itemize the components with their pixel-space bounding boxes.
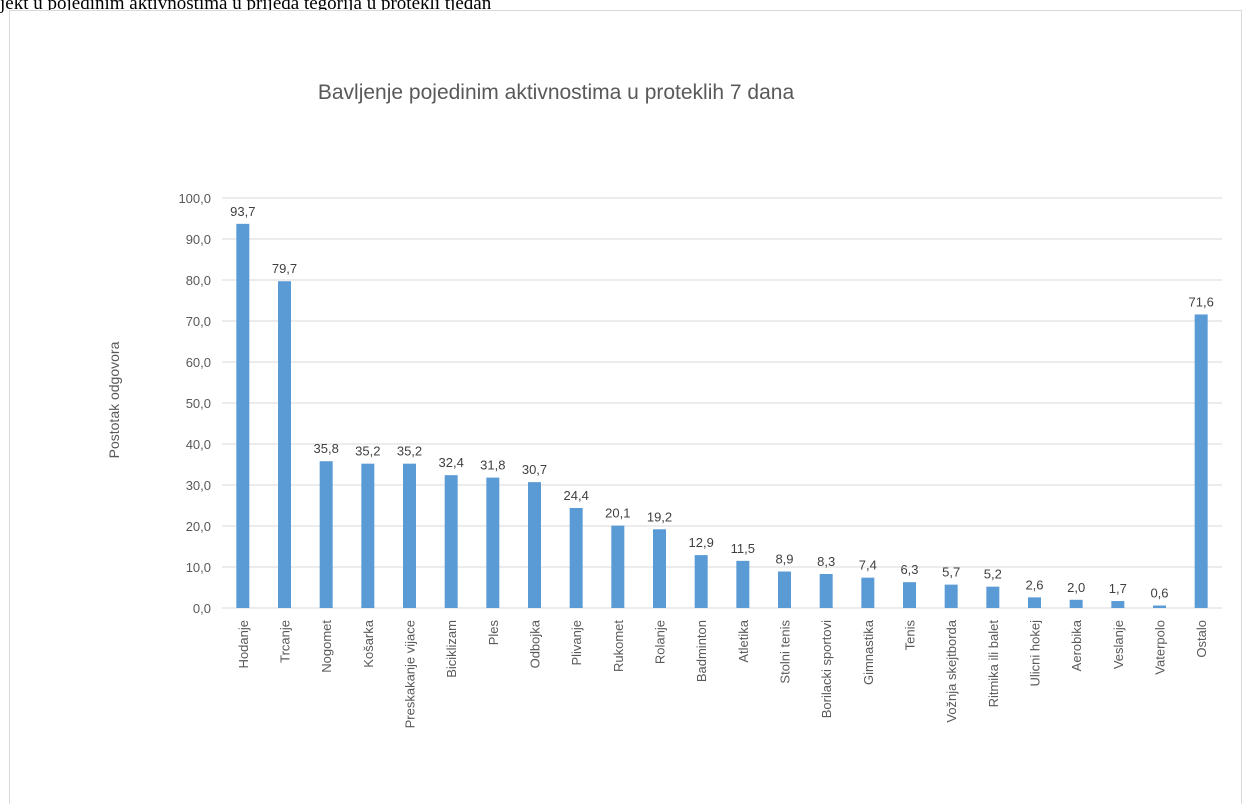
y-tick-label: 90,0 — [186, 232, 211, 247]
data-label: 8,9 — [775, 552, 793, 567]
bars — [236, 223, 1208, 608]
x-tick-label: Stolni tenis — [778, 620, 793, 684]
bar — [403, 463, 416, 608]
data-label: 12,9 — [689, 535, 714, 550]
y-tick-label: 0,0 — [193, 601, 211, 616]
x-tick-label: Borilacki sportovi — [819, 620, 834, 718]
bar — [278, 281, 291, 608]
bar — [569, 507, 583, 608]
bar — [778, 571, 791, 608]
data-label: 7,4 — [859, 558, 877, 573]
data-label: 20,1 — [605, 506, 630, 521]
x-tick-label: Tenis — [903, 620, 918, 651]
data-label: 30,7 — [522, 462, 547, 477]
x-tick-label: Veslanje — [1111, 620, 1126, 669]
data-label: 6,3 — [900, 562, 918, 577]
x-tick-label: Odbojka — [528, 619, 543, 668]
bar — [861, 577, 875, 608]
x-tick-label: Plivanje — [569, 620, 584, 666]
x-tick-label: Trcanje — [278, 620, 293, 663]
gridlines — [222, 197, 1222, 609]
y-tick-label: 20,0 — [186, 519, 211, 534]
bar — [694, 555, 708, 608]
data-label: 79,7 — [272, 261, 297, 276]
bar — [611, 525, 625, 608]
y-tick-labels: 0,0 10,0 20,0 30,0 40,0 50,0 60,0 70,0 80,0 90,0 1… — [178, 191, 211, 616]
bar — [653, 529, 666, 608]
y-tick-label: 60,0 — [186, 355, 211, 370]
bar — [1153, 605, 1166, 608]
data-label: 35,2 — [355, 444, 380, 459]
y-axis-label: Postotak odgovora — [106, 341, 122, 458]
y-tick-label: 80,0 — [186, 273, 211, 288]
bar-chart: Bavljenje pojedinim aktivnostima u prote… — [106, 81, 1222, 728]
data-label: 35,8 — [314, 441, 339, 456]
data-label: 0,6 — [1150, 586, 1168, 601]
x-tick-label: Nogomet — [319, 620, 334, 673]
data-label: 24,4 — [564, 488, 589, 503]
x-tick-label: Vožnja skejtborda — [944, 619, 959, 722]
bar — [361, 463, 375, 608]
chart-title: Bavljenje pojedinim aktivnostima u prote… — [318, 81, 795, 104]
data-label: 71,6 — [1189, 294, 1214, 309]
bar — [944, 584, 958, 608]
x-tick-label: Rolanje — [653, 620, 668, 664]
x-tick-label: Ritmika ili balet — [986, 620, 1001, 708]
x-tick-label: Ples — [486, 620, 501, 646]
bar — [528, 482, 541, 608]
y-tick-label: 30,0 — [186, 478, 211, 493]
data-label: 1,7 — [1109, 581, 1127, 596]
x-tick-labels: Hodanje Trcanje Nogomet Košarka Preskakanje … — [236, 619, 1209, 728]
data-label: 11,5 — [731, 541, 755, 556]
x-tick-label: Aerobika — [1069, 619, 1084, 671]
x-tick-label: Ulicni hokej — [1028, 620, 1043, 687]
x-tick-label: Hodanje — [236, 620, 251, 668]
data-label: 2,6 — [1025, 577, 1043, 592]
data-label: 5,2 — [984, 567, 1002, 582]
x-tick-label: Gimnastika — [861, 619, 876, 685]
bar — [819, 573, 833, 608]
data-label: 35,2 — [397, 444, 422, 459]
y-tick-label: 40,0 — [186, 437, 211, 452]
data-label: 5,7 — [942, 565, 960, 580]
y-tick-label: 50,0 — [186, 396, 211, 411]
x-tick-label: Vaterpolo — [1153, 620, 1168, 675]
chart-frame: Bavljenje pojedinim aktivnostima u prote… — [9, 10, 1242, 804]
x-tick-label: Ostalo — [1194, 620, 1209, 658]
bar — [1028, 597, 1041, 608]
bar — [1111, 601, 1125, 608]
bar — [1069, 599, 1083, 608]
y-tick-label: 10,0 — [186, 560, 211, 575]
x-tick-label: Preskakanje vijace — [403, 620, 418, 728]
x-tick-label: Atletika — [736, 619, 751, 662]
x-tick-label: Biciklizam — [444, 620, 459, 678]
data-label: 19,2 — [647, 509, 672, 524]
data-label: 31,8 — [480, 458, 505, 473]
bar — [319, 461, 333, 608]
y-tick-label: 70,0 — [186, 314, 211, 329]
data-label: 32,4 — [439, 455, 464, 470]
data-label: 2,0 — [1067, 580, 1085, 595]
bar — [444, 475, 458, 608]
y-tick-label: 100,0 — [178, 191, 211, 206]
data-labels: 93,7 79,7 35,8 35,2 35,2 32,4 31,8 30,7 24,4 20,1… — [230, 204, 1214, 601]
x-tick-label: Košarka — [361, 619, 376, 667]
x-tick-label: Rukomet — [611, 620, 626, 672]
bar — [986, 586, 1000, 608]
bar — [1194, 314, 1208, 608]
data-label: 8,3 — [817, 554, 835, 569]
x-tick-label: Badminton — [694, 620, 709, 682]
bar — [236, 223, 250, 608]
bar — [486, 477, 500, 608]
bar — [736, 560, 750, 608]
bar — [903, 582, 916, 608]
data-label: 93,7 — [230, 204, 255, 219]
